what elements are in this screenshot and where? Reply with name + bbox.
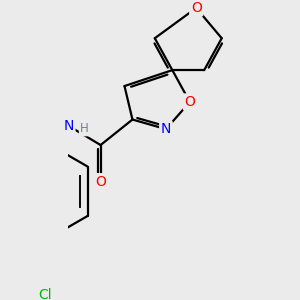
- Text: O: O: [184, 95, 195, 109]
- Text: N: N: [161, 122, 171, 136]
- Text: N: N: [64, 119, 74, 133]
- Text: O: O: [191, 1, 202, 15]
- Text: Cl: Cl: [38, 288, 52, 300]
- Text: H: H: [80, 122, 89, 135]
- Text: O: O: [95, 175, 106, 189]
